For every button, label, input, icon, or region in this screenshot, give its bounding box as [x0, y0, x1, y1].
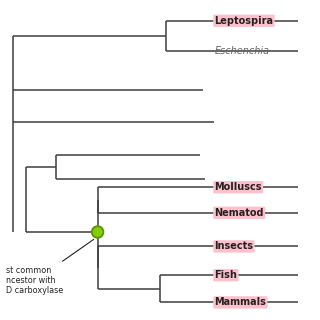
Text: Insects: Insects: [214, 241, 253, 252]
Text: Nematod: Nematod: [214, 208, 264, 218]
Text: Molluscs: Molluscs: [214, 182, 262, 192]
Text: Leptospira: Leptospira: [214, 16, 273, 26]
Text: Eschenchia: Eschenchia: [214, 46, 269, 56]
Circle shape: [92, 226, 103, 238]
Text: Fish: Fish: [214, 270, 237, 280]
Text: st common
ncestor with
D carboxylase: st common ncestor with D carboxylase: [6, 239, 94, 295]
Text: Mammals: Mammals: [214, 297, 266, 308]
